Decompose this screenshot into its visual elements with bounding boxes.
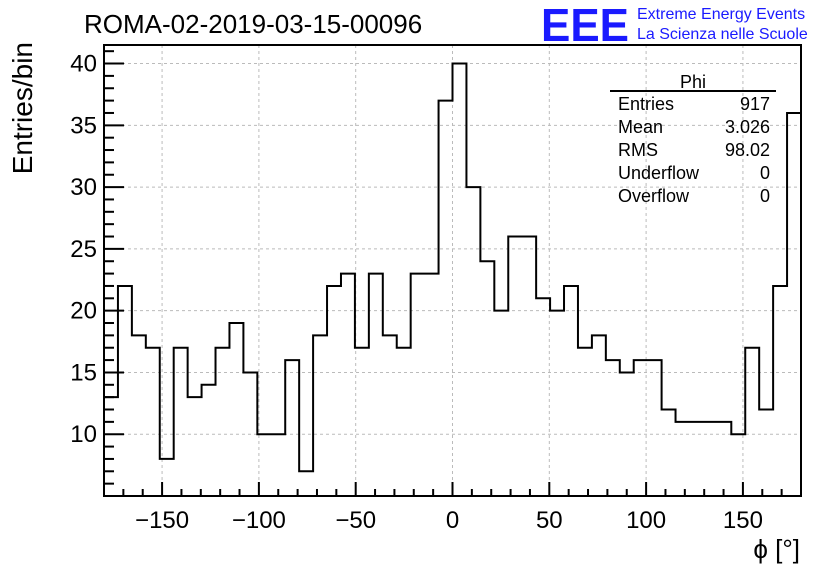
chart-title: ROMA-02-2019-03-15-00096 <box>84 9 422 39</box>
stats-row-value: 917 <box>740 94 770 114</box>
stats-row-value: 0 <box>760 163 770 183</box>
stats-row-label: RMS <box>618 140 658 160</box>
x-tick-label: −100 <box>232 507 286 534</box>
stats-row-value: 3.026 <box>725 117 770 137</box>
stats-row-label: Overflow <box>618 186 690 206</box>
stats-row-value: 98.02 <box>725 140 770 160</box>
y-tick-label: 20 <box>70 298 97 325</box>
y-axis-label: Entries/bin <box>7 42 38 174</box>
stats-row-label: Entries <box>618 94 674 114</box>
axis-ticks <box>104 51 782 496</box>
y-tick-label: 35 <box>70 112 97 139</box>
y-tick-label: 25 <box>70 236 97 263</box>
y-tick-label: 15 <box>70 359 97 386</box>
x-tick-label: 0 <box>446 507 459 534</box>
eee-logo-text: EEE <box>541 0 629 51</box>
grid-lines <box>104 45 801 496</box>
x-axis-label: ϕ [°] <box>753 534 800 564</box>
stats-row-label: Mean <box>618 117 663 137</box>
stats-row-value: 0 <box>760 186 770 206</box>
eee-logo: EEE Extreme Energy Events La Scienza nel… <box>541 0 808 51</box>
stats-row-label: Underflow <box>618 163 700 183</box>
stats-box: Phi Entries 917 Mean 3.026 RMS 98.02 Underflow… <box>610 72 776 206</box>
eee-logo-line1: Extreme Energy Events <box>637 6 805 23</box>
x-tick-label: −50 <box>335 507 376 534</box>
x-tick-label: −150 <box>135 507 189 534</box>
y-tick-label: 30 <box>70 174 97 201</box>
x-tick-label: 50 <box>536 507 563 534</box>
eee-logo-line2: La Scienza nelle Scuole <box>637 26 808 43</box>
y-tick-label: 10 <box>70 421 97 448</box>
y-tick-label: 40 <box>70 51 97 78</box>
stats-box-title: Phi <box>680 72 706 92</box>
x-tick-label: 100 <box>626 507 666 534</box>
x-tick-label: 150 <box>723 507 763 534</box>
